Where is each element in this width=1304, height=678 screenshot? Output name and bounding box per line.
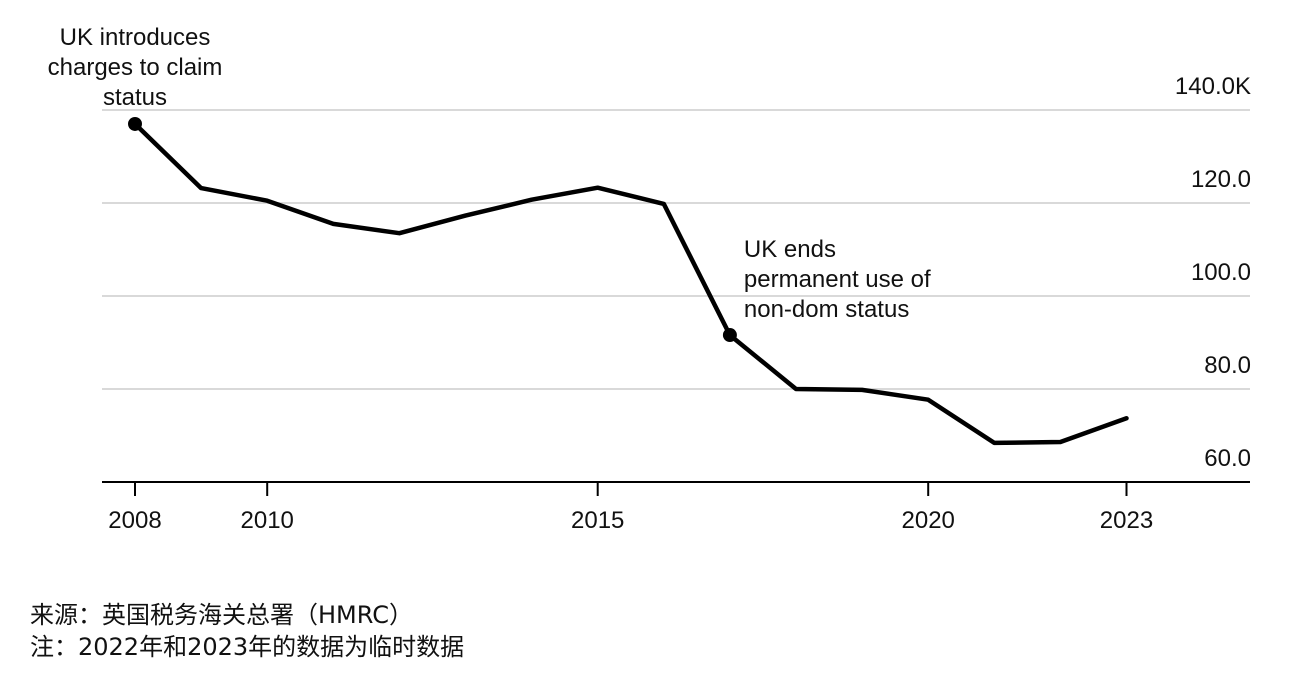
annotation-marker <box>128 116 142 131</box>
line-chart: 60.0 80.0 100.0 120.0 140.0K 2008 2010 2015 2020… <box>48 24 1251 534</box>
annotation-text: charges to claim <box>48 54 223 81</box>
y-tick-label: 80.0 <box>1204 352 1251 379</box>
annotation-text: UK introduces <box>60 24 211 51</box>
source-note: 来源：英国税务海关总署（HMRC） <box>30 601 413 629</box>
y-tick-label: 100.0 <box>1191 259 1251 286</box>
annotation-text: UK ends <box>744 236 836 263</box>
x-tick-label: 2023 <box>1100 507 1153 534</box>
data-note: 注：2022年和2023年的数据为临时数据 <box>30 633 465 661</box>
x-tick-label: 2008 <box>108 507 161 534</box>
annotation-text: non-dom status <box>744 296 909 323</box>
y-tick-label: 120.0 <box>1191 166 1251 193</box>
x-tick-label: 2020 <box>902 507 955 534</box>
annotation-marker <box>722 328 737 343</box>
y-tick-label: 60.0 <box>1204 445 1251 472</box>
series-line <box>132 121 1129 446</box>
x-tick-label: 2015 <box>571 507 624 534</box>
x-tick-label: 2010 <box>241 507 294 534</box>
annotation-text: permanent use of <box>744 266 931 293</box>
annotation-text: status <box>103 84 167 111</box>
y-tick-label: 140.0K <box>1175 73 1251 100</box>
